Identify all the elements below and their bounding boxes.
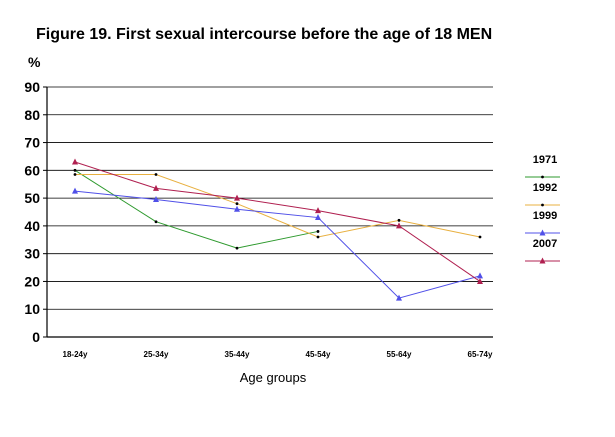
y-tick-label: 90 xyxy=(24,79,40,95)
x-tick-label: 65-74y xyxy=(468,350,493,359)
y-axis-unit-label: % xyxy=(28,54,41,70)
x-tick-label: 18-24y xyxy=(63,350,88,359)
x-tick-label: 55-64y xyxy=(387,350,412,359)
data-point xyxy=(315,207,321,214)
series-1992 xyxy=(73,173,482,239)
legend-label: 2007 xyxy=(533,238,557,250)
data-point xyxy=(396,294,402,301)
data-point xyxy=(316,235,320,239)
data-point xyxy=(153,196,159,202)
data-point xyxy=(396,222,402,229)
chart-title: Figure 19. First sexual intercourse befo… xyxy=(36,26,492,43)
data-point xyxy=(397,218,401,222)
data-point xyxy=(72,187,78,194)
y-tick-label: 60 xyxy=(24,162,40,178)
series-line-1999 xyxy=(74,190,481,299)
series-line-1971 xyxy=(74,169,319,249)
data-point xyxy=(72,158,78,165)
data-point xyxy=(154,173,158,176)
legend: 1971 1992 1999 2007 xyxy=(525,154,560,264)
series-line-1992 xyxy=(75,174,481,238)
x-axis-ticks: 18-24y 25-34y 35-44y 45-54y 55-64y 65-74y xyxy=(63,350,493,359)
series-1971 xyxy=(73,168,320,250)
gridlines xyxy=(47,86,493,310)
legend-swatch-marker xyxy=(539,229,546,236)
x-tick-label: 45-54y xyxy=(306,350,331,359)
legend-swatch-marker xyxy=(541,175,544,179)
data-point xyxy=(234,205,240,212)
y-tick-label: 40 xyxy=(24,218,40,234)
y-tick-label: 50 xyxy=(24,190,40,206)
y-tick-label: 0 xyxy=(32,329,40,345)
axes xyxy=(43,86,493,338)
y-tick-label: 20 xyxy=(24,273,40,289)
data-point xyxy=(153,184,159,191)
data-point xyxy=(477,277,483,284)
x-tick-label: 25-34y xyxy=(144,350,169,359)
series-line-2007 xyxy=(74,161,481,282)
data-point xyxy=(73,173,77,176)
series-2007 xyxy=(72,158,483,284)
legend-label: 1999 xyxy=(533,210,557,222)
data-point xyxy=(477,272,483,279)
data-point xyxy=(154,220,158,224)
series-lines xyxy=(72,158,483,301)
y-tick-label: 70 xyxy=(24,135,40,151)
y-tick-label: 30 xyxy=(24,246,40,262)
data-point xyxy=(315,214,321,221)
legend-swatch-marker xyxy=(541,203,544,207)
y-axis-ticks: 0 10 20 30 40 50 60 70 80 90 xyxy=(24,79,40,345)
data-point xyxy=(235,246,239,250)
data-point xyxy=(478,235,482,239)
legend-label: 1971 xyxy=(533,154,557,166)
legend-label: 1992 xyxy=(533,182,557,194)
data-point xyxy=(234,194,240,201)
series-1999 xyxy=(72,187,483,301)
data-point xyxy=(235,202,239,206)
y-tick-label: 10 xyxy=(24,301,40,317)
data-point xyxy=(316,230,320,233)
y-tick-label: 80 xyxy=(24,107,40,123)
legend-swatch-marker xyxy=(539,257,546,264)
x-axis-label: Age groups xyxy=(240,370,307,385)
data-point xyxy=(73,168,77,172)
x-tick-label: 35-44y xyxy=(225,350,250,359)
